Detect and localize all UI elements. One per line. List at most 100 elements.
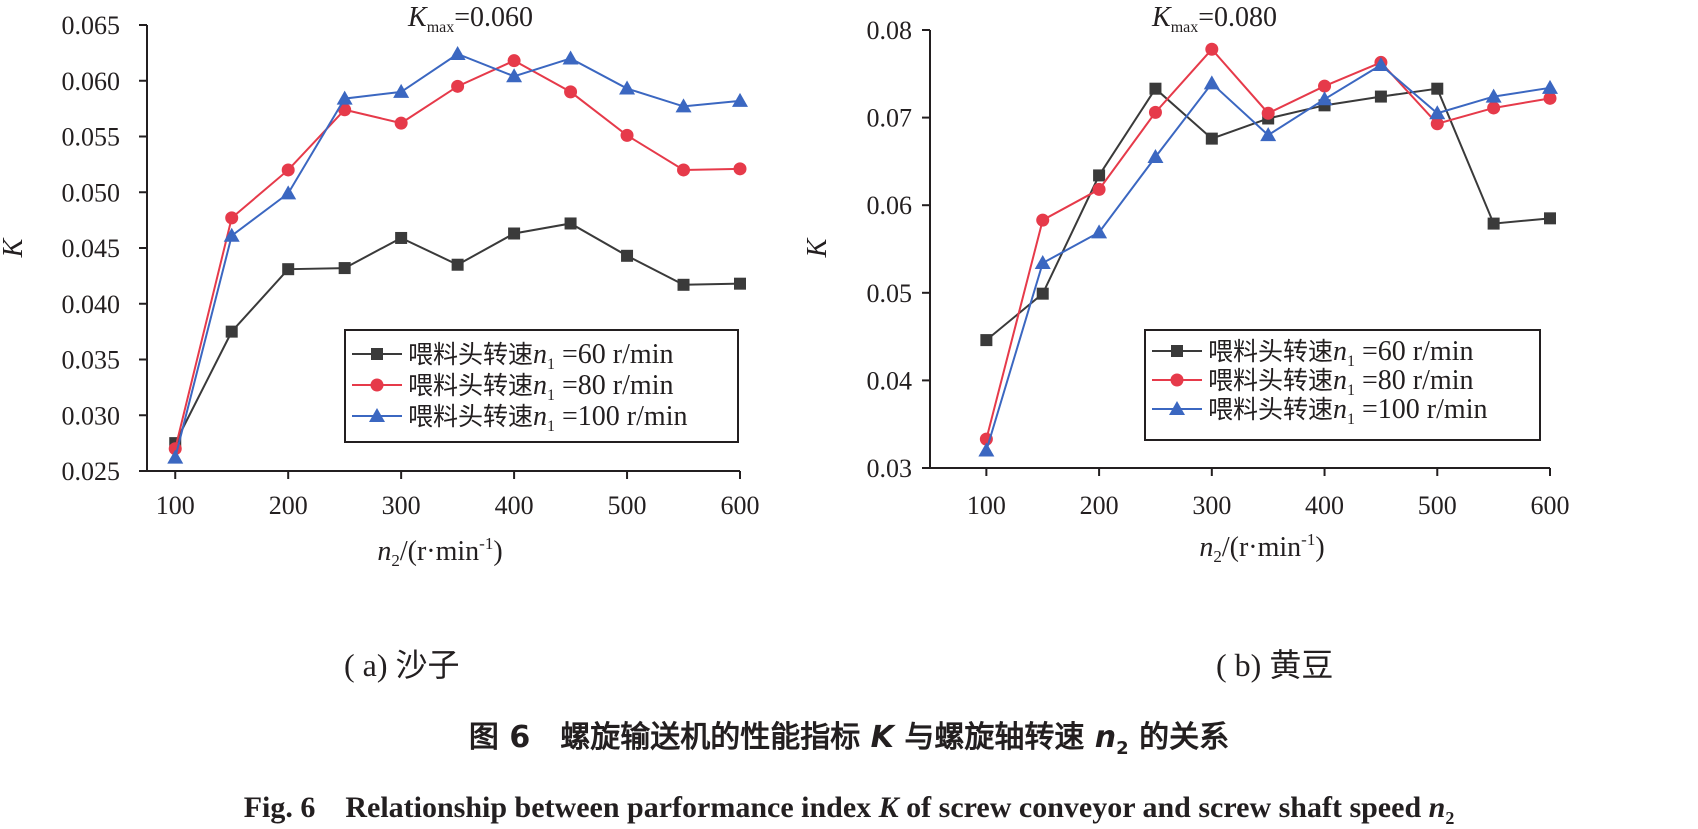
x-tick-label: 500	[1418, 491, 1457, 520]
data-point-square	[1149, 82, 1162, 95]
legend-label-var: n	[1333, 394, 1347, 425]
x-axis-title-sub: 2	[1213, 547, 1222, 566]
kmax-annotation: Kmax=0.060	[407, 2, 533, 36]
data-point-square	[734, 277, 746, 290]
caption-en-k: K	[878, 791, 899, 824]
legend-label-prefix: 喂料头转速	[1208, 337, 1333, 366]
data-point-triangle	[1372, 57, 1389, 72]
data-point-triangle	[562, 50, 579, 65]
data-point-triangle	[1147, 149, 1164, 164]
data-point-triangle	[336, 90, 353, 105]
data-point-circle	[225, 211, 239, 225]
x-tick-label: 400	[1305, 491, 1344, 520]
data-point-triangle	[732, 92, 748, 107]
data-point-triangle	[619, 80, 636, 95]
x-axis-title: n2/(r·min-1)	[1199, 530, 1324, 566]
kmax-annotation: Kmax=0.080	[1151, 2, 1277, 36]
kmax-value: =0.060	[454, 2, 533, 33]
data-point-circle	[507, 54, 521, 68]
series-3	[167, 45, 748, 464]
data-point-square	[677, 278, 690, 291]
data-point-circle	[620, 128, 634, 142]
data-point-square	[508, 227, 521, 240]
legend-label: 喂料头转速n1 =100 r/min	[408, 401, 687, 435]
data-point-triangle	[449, 45, 466, 60]
data-point-triangle	[1091, 224, 1108, 239]
data-point-circle	[394, 116, 408, 130]
series-2	[168, 54, 747, 456]
data-point-square	[371, 348, 383, 360]
data-point-square	[980, 334, 993, 347]
x-tick-label: 300	[1192, 491, 1231, 520]
data-point-circle	[1036, 213, 1050, 227]
x-tick-label: 400	[495, 491, 534, 520]
caption-cn-prefix: 图 6 螺旋输送机的性能指标	[468, 720, 871, 755]
x-tick-label: 600	[1531, 491, 1570, 520]
series-line	[985, 87, 1551, 341]
x-tick-label: 200	[1080, 491, 1119, 520]
series-1	[169, 217, 746, 450]
data-point-circle	[281, 163, 295, 177]
chart-panel-a: 0.025 0.030 0.035 0.040 0.045 0.050 0.055 0.060…	[0, 2, 760, 570]
y-tick-label: 0.040	[62, 290, 121, 319]
kmax-var: K	[1151, 2, 1172, 33]
legend-label-var: n	[533, 401, 547, 432]
caption-en-n: n	[1428, 791, 1446, 824]
legend-label-var: n	[533, 339, 547, 370]
data-point-circle	[677, 163, 691, 177]
caption-cn-n: n	[1094, 720, 1117, 755]
y-tick-label: 0.045	[62, 234, 121, 263]
data-point-circle	[1205, 42, 1219, 56]
x-axis-title-unit: /(r·min	[1222, 532, 1301, 563]
legend-label-var: n	[1333, 336, 1347, 367]
legend-label: 喂料头转速n1 =100 r/min	[1208, 394, 1487, 428]
data-point-triangle	[1260, 127, 1277, 142]
series-2	[979, 42, 1557, 446]
data-point-square	[1487, 217, 1500, 230]
legend-label-sub: 1	[547, 387, 555, 404]
legend-label: 喂料头转速n1 =60 r/min	[1208, 336, 1473, 370]
data-point-triangle	[1485, 88, 1502, 103]
caption-cn-suffix: 的关系	[1128, 720, 1230, 755]
data-point-circle	[733, 162, 747, 176]
data-point-square	[338, 262, 351, 275]
data-point-triangle	[369, 408, 385, 422]
data-point-circle	[370, 378, 384, 392]
data-point-triangle	[393, 83, 410, 98]
data-point-circle	[1170, 373, 1184, 387]
chart-panel-b: 0.03 0.04 0.05 0.06 0.07 0.08 100 200 300 400 500 6…	[802, 2, 1570, 566]
figure-caption-en: Fig. 6 Relationship between parformance …	[0, 782, 1698, 829]
data-point-triangle	[1316, 91, 1333, 106]
data-point-square	[1093, 169, 1106, 182]
legend-label-rest: =60 r/min	[1355, 336, 1473, 367]
y-tick-label: 0.055	[62, 123, 121, 152]
x-axis-title-close: )	[493, 536, 502, 567]
legend-label-rest: =100 r/min	[555, 401, 687, 432]
data-point-square	[1205, 132, 1218, 145]
data-point-triangle	[675, 98, 692, 113]
x-axis-title-close: )	[1315, 532, 1324, 563]
legend-label-prefix: 喂料头转速	[408, 371, 533, 400]
data-point-square	[621, 249, 634, 262]
x-tick-label: 500	[608, 491, 647, 520]
x-axis-title-sub: 2	[391, 551, 400, 570]
data-point-circle	[564, 85, 578, 99]
legend-label-prefix: 喂料头转速	[408, 340, 533, 369]
kmax-sub: max	[427, 19, 455, 36]
data-point-circle	[338, 103, 352, 117]
legend-label-rest: =100 r/min	[1355, 394, 1487, 425]
sub-caption-b: ( b) 黄豆	[1216, 647, 1334, 683]
caption-en-prefix: Fig. 6 Relationship between parformance …	[243, 791, 879, 824]
data-point-triangle	[1542, 79, 1558, 94]
data-point-triangle	[1429, 105, 1446, 120]
x-axis-title-exp: -1	[1301, 530, 1315, 549]
data-point-square	[1544, 212, 1556, 225]
caption-cn-sub: 2	[1116, 738, 1129, 759]
x-axis-title-var: n	[1199, 532, 1213, 563]
data-point-circle	[1318, 79, 1332, 93]
x-axis-title-var: n	[377, 536, 391, 567]
sub-caption-a: ( a) 沙子	[344, 647, 460, 683]
y-tick-label: 0.04	[867, 366, 913, 395]
data-point-square	[451, 258, 464, 271]
